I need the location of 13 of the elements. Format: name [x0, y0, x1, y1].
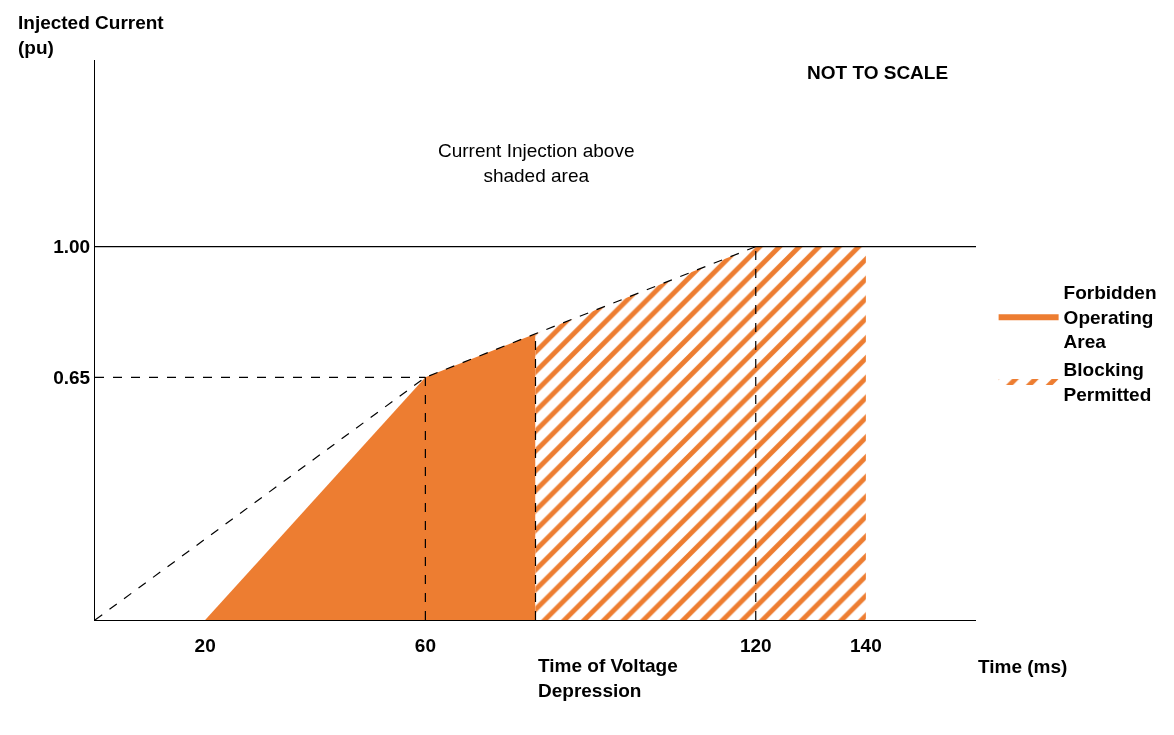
x-tick-label: 60 [414, 634, 436, 656]
annotation: Time of Voltage Depression [538, 655, 678, 701]
legend-label: Blocking Permitted [1063, 359, 1152, 405]
y-tick-label: 0.65 [53, 366, 91, 388]
annotation: Current Injection above shaded area [438, 140, 635, 186]
legend-label: Forbidden Operating Area [1063, 282, 1157, 353]
y-axis-title: Injected Current (pu) [18, 12, 165, 58]
x-tick-label: 120 [739, 634, 772, 656]
x-axis-title: Time (ms) [978, 656, 1068, 677]
chart-title: NOT TO SCALE [807, 62, 949, 83]
x-tick-label: 140 [850, 634, 882, 656]
y-tick-label: 1.00 [53, 236, 91, 258]
x-tick-label: 20 [194, 634, 216, 656]
